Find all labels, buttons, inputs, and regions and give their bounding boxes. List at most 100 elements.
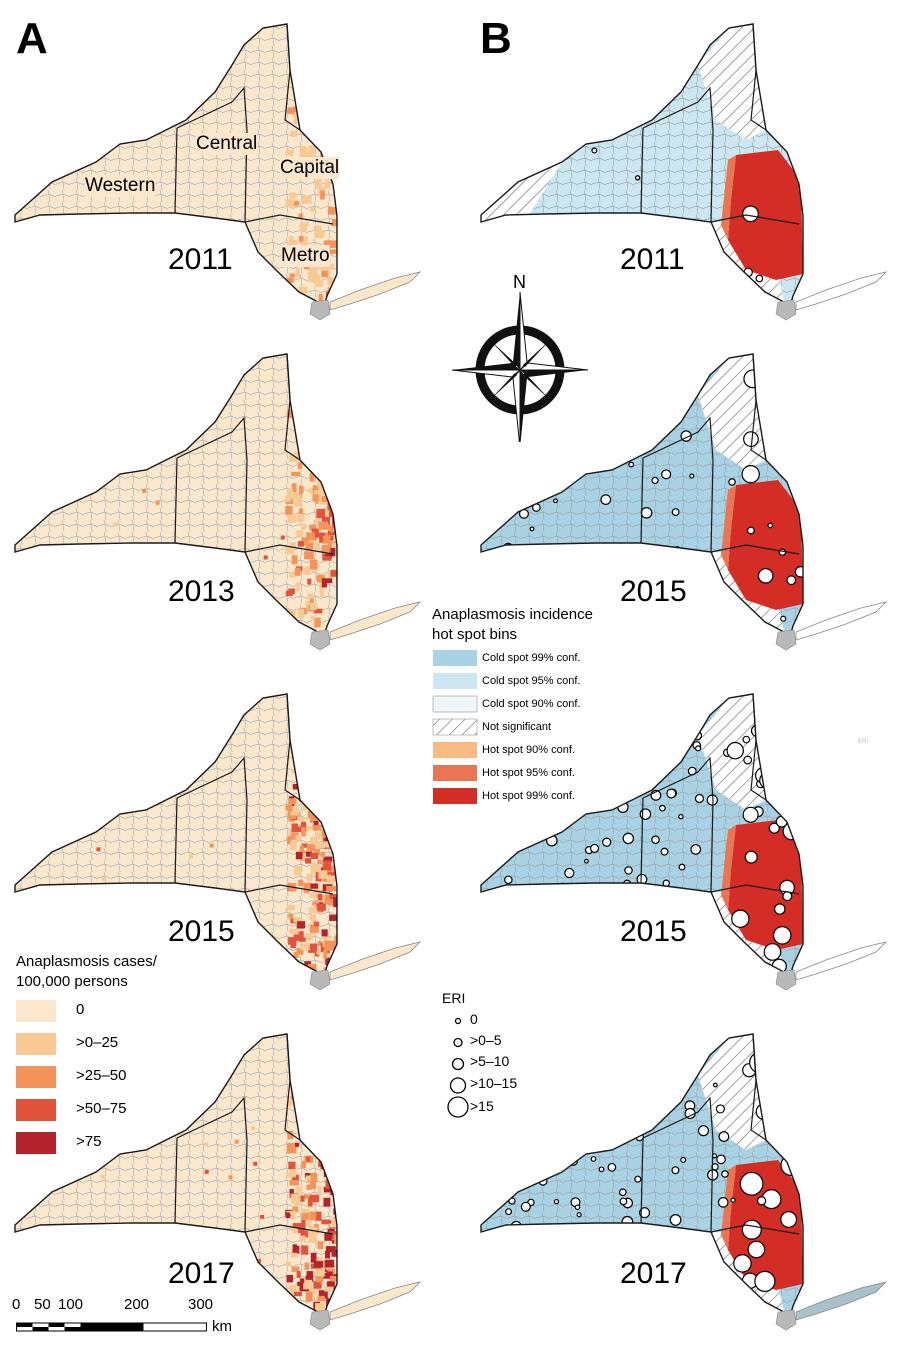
eri-circle xyxy=(615,1314,624,1320)
incidence-tract xyxy=(336,1135,337,1140)
incidence-tract xyxy=(324,786,330,795)
incidence-tract xyxy=(297,608,305,619)
incidence-tract xyxy=(234,1139,239,1144)
eri-circle xyxy=(513,461,525,473)
incidence-tract xyxy=(291,638,299,640)
eri-circle xyxy=(772,926,792,945)
incidence-tract xyxy=(289,571,297,578)
incidence-tract xyxy=(319,763,330,773)
incidence-tract xyxy=(339,468,347,474)
incidence-tract xyxy=(323,1186,332,1193)
incidence-tract xyxy=(310,852,319,859)
incidence-tract xyxy=(339,1282,345,1290)
incidence-tract xyxy=(339,859,345,868)
eri-circle xyxy=(574,1204,581,1211)
incidence-tract xyxy=(340,852,347,857)
incidence-tract xyxy=(340,116,345,123)
incidence-tract xyxy=(323,1125,330,1133)
incidence-tract xyxy=(303,783,309,793)
incidence-tract xyxy=(335,120,337,129)
hotspot-legend: Anaplasmosis incidence hot spot bins Col… xyxy=(432,606,632,806)
incidence-tract xyxy=(317,893,323,901)
incidence-tract xyxy=(304,961,311,968)
incidence-tract xyxy=(331,1218,337,1227)
incidence-tract xyxy=(285,546,295,554)
hotspot-legend-swatch-2 xyxy=(432,695,478,713)
incidence-tract xyxy=(316,400,325,406)
incidence-tract xyxy=(318,486,326,496)
eri-circle xyxy=(698,1058,705,1065)
incidence-tract xyxy=(289,928,299,935)
incidence-tract xyxy=(305,1175,311,1181)
eri-circle xyxy=(617,1132,627,1142)
incidence-tract xyxy=(313,1148,319,1155)
incidence-tract xyxy=(306,874,314,882)
incidence-legend-label-0: 0 xyxy=(76,1001,85,1018)
incidence-tract xyxy=(313,1280,322,1289)
incidence-tract xyxy=(48,1179,53,1184)
incidence-tract xyxy=(288,1315,297,1320)
incidence-tract xyxy=(311,862,316,869)
incidence-map-3-state-outline xyxy=(14,1033,338,1322)
incidence-tract xyxy=(301,1123,306,1129)
nyc-area xyxy=(775,299,797,321)
hotspot-map-1-state-outline xyxy=(480,353,804,642)
incidence-tract xyxy=(310,836,318,845)
eri-circle xyxy=(525,588,533,597)
hotspot-legend-label-4: Hot spot 90% conf. xyxy=(482,744,575,756)
incidence-tract xyxy=(322,554,332,561)
eri-circle xyxy=(743,755,753,765)
eri-circle xyxy=(596,1115,604,1123)
long-island xyxy=(329,941,422,981)
incidence-tract xyxy=(290,1248,298,1258)
incidence-tract xyxy=(297,968,304,975)
incidence-tract xyxy=(300,821,307,831)
incidence-tract xyxy=(319,798,325,805)
eri-circle xyxy=(634,733,646,746)
incidence-tract xyxy=(303,790,310,797)
eri-circle xyxy=(689,473,695,479)
incidence-tract xyxy=(286,277,294,283)
incidence-tract xyxy=(332,772,337,778)
incidence-tract xyxy=(287,107,295,115)
incidence-tract xyxy=(311,273,320,283)
incidence-tract xyxy=(331,218,337,227)
incidence-tract xyxy=(304,1173,311,1178)
incidence-tract xyxy=(328,1130,337,1139)
incidence-tract xyxy=(293,1291,302,1297)
year-label-b-2015a: 2015 xyxy=(620,575,687,608)
eri-circle xyxy=(728,478,736,486)
incidence-tract xyxy=(316,508,326,519)
eri-circle xyxy=(743,369,763,389)
eri-legend-label-4: >15 xyxy=(470,1098,494,1114)
scale-bar-graphic xyxy=(16,1322,207,1332)
incidence-tract xyxy=(320,129,331,135)
incidence-tract xyxy=(324,894,330,905)
incidence-tract xyxy=(332,1102,337,1110)
eri-circle xyxy=(640,506,653,519)
incidence-tract xyxy=(288,913,294,919)
eri-circle xyxy=(687,890,698,900)
eri-circle xyxy=(607,1101,615,1109)
incidence-tract xyxy=(325,815,335,822)
incidence-tract xyxy=(314,754,321,764)
incidence-tract xyxy=(324,1259,335,1268)
eri-legend-circle-4 xyxy=(447,1096,469,1118)
incidence-tract xyxy=(318,1290,328,1299)
incidence-tract xyxy=(303,411,313,422)
incidence-tract xyxy=(330,569,337,577)
eri-circle xyxy=(741,1219,762,1240)
incidence-tract xyxy=(296,760,306,770)
incidence-tract xyxy=(299,1278,305,1284)
incidence-tract xyxy=(289,1180,300,1186)
incidence-tract xyxy=(310,602,317,610)
eri-circle xyxy=(634,1175,642,1183)
eri-circle xyxy=(505,223,511,229)
incidence-tract xyxy=(333,1234,337,1244)
incidence-tract xyxy=(337,936,346,945)
incidence-tract xyxy=(286,904,295,911)
incidence-tract xyxy=(329,1107,337,1113)
incidence-tract xyxy=(333,475,337,482)
incidence-tract xyxy=(309,559,318,570)
incidence-tract xyxy=(323,1197,331,1207)
